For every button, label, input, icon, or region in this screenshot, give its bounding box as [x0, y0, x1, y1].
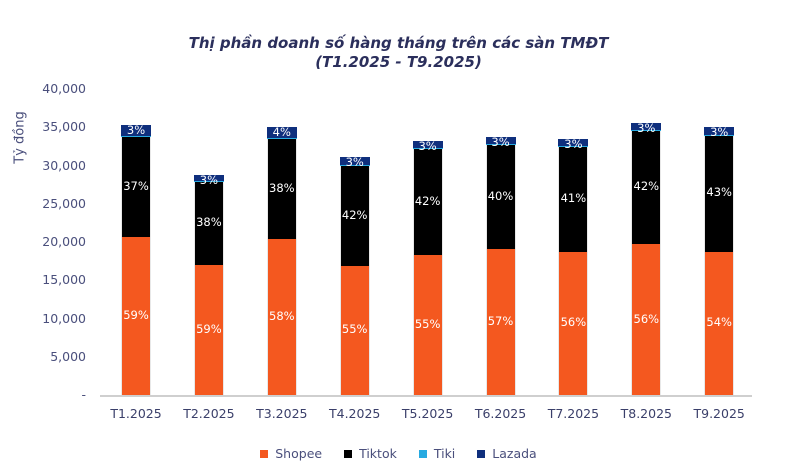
bar-segment-lazada: [704, 127, 735, 135]
bar-data-label: 3%: [418, 139, 437, 154]
bar-segment-lazada: [193, 175, 224, 182]
x-tick-label: T6.2025: [474, 406, 527, 421]
bar-data-label: 41%: [560, 191, 587, 206]
bar-data-label: 38%: [196, 215, 222, 230]
bar-data-label: 3%: [126, 122, 146, 137]
bar-data-label: 3%: [564, 136, 583, 151]
y-tick-label: 5,000: [50, 348, 86, 364]
bar-data-label: 4%: [272, 125, 291, 140]
bar-segment-tiktok: [412, 148, 443, 255]
legend-item-tiki: Tiki: [418, 446, 456, 461]
bar-segment-tiktok: [485, 144, 516, 249]
legend-label: Tiktok: [359, 446, 397, 461]
bar-data-label: 56%: [633, 311, 660, 326]
bar-data-label: 54%: [706, 315, 732, 330]
y-tick-label: 20,000: [42, 234, 86, 249]
bar-segment-lazada: [485, 137, 516, 145]
bar-segment-tiktok: [631, 130, 662, 245]
bar-segment-shopee: [121, 237, 151, 395]
legend-swatch-icon: [418, 449, 427, 458]
x-axis-line: [100, 395, 752, 397]
legend-swatch-icon: [260, 449, 269, 458]
legend-label: Lazada: [492, 446, 537, 461]
bar-segment-shopee: [704, 251, 735, 395]
legend-item-lazada: Lazada: [477, 446, 537, 461]
chart-title-line2: (T1.2025 - T9.2025): [315, 53, 482, 71]
bar-data-label: 3%: [345, 155, 364, 170]
bar-data-label: 55%: [341, 322, 368, 337]
legend-swatch-icon: [477, 449, 486, 458]
y-tick-label: 40,000: [42, 81, 86, 96]
x-tick-label: T4.2025: [329, 406, 381, 421]
x-tick-label: T7.2025: [547, 406, 600, 421]
bar-data-label: 42%: [633, 179, 660, 194]
bar-data-label: 3%: [199, 173, 219, 188]
bar-segment-shopee: [485, 248, 516, 395]
bar-segment-shopee: [412, 255, 443, 395]
bar-segment-shopee: [193, 264, 224, 395]
bar-segment-tiktok: [266, 138, 297, 239]
bar-segment-lazada: [558, 138, 589, 146]
bar-segment-lazada: [631, 122, 662, 130]
bar-data-label: 56%: [560, 315, 587, 330]
y-tick-label: 35,000: [42, 119, 86, 135]
bar-data-label: 37%: [123, 178, 149, 193]
bar-data-label: 40%: [487, 188, 514, 203]
x-tick-label: T8.2025: [620, 406, 672, 421]
bar-data-label: 59%: [123, 308, 149, 322]
chart-title-line1: Thị phần doanh số hàng tháng trên các sà…: [188, 34, 609, 52]
y-tick-label: 10,000: [42, 310, 86, 326]
bar-data-label: 3%: [491, 135, 510, 150]
bar-segment-tiktok: [558, 146, 589, 252]
legend-swatch-icon: [344, 449, 353, 458]
bar-data-label: 55%: [414, 317, 441, 331]
bar-data-label: 57%: [487, 313, 514, 328]
legend-label: Shopee: [275, 446, 323, 461]
bar-data-label: 43%: [706, 185, 732, 200]
y-tick-label: 30,000: [42, 157, 86, 173]
bar-data-label: 38%: [269, 180, 295, 195]
bar-segment-lazada: [266, 127, 297, 138]
bar-segment-tiktok: [339, 165, 370, 266]
bar-segment-lazada: [412, 141, 443, 149]
y-tick-label: -: [81, 387, 86, 402]
bar-segment-shopee: [558, 251, 589, 395]
bar-segment-lazada: [339, 157, 370, 166]
bar-data-label: 42%: [341, 207, 368, 222]
legend-label: Tiki: [433, 446, 456, 461]
bar-segment-shopee: [339, 265, 370, 395]
bar-data-label: 58%: [269, 308, 295, 323]
bar-segment-lazada: [121, 124, 151, 137]
legend-item-shopee: Shopee: [260, 446, 322, 461]
bar-segment-tiktok: [193, 181, 224, 265]
x-tick-label: T3.2025: [256, 406, 308, 421]
bar-segment-shopee: [631, 244, 662, 395]
bar-data-label: 3%: [637, 120, 656, 135]
x-tick-label: T9.2025: [693, 406, 745, 421]
legend-item-tiktok: Tiktok: [344, 446, 397, 461]
x-tick-label: T2.2025: [183, 406, 235, 421]
bar-data-label: 3%: [710, 125, 729, 140]
legend: Shopee Tiktok Tiki Lazada: [0, 446, 797, 461]
y-tick-label: 25,000: [42, 195, 86, 211]
bar-segment-tiki: [266, 137, 297, 139]
x-tick-label: T1.2025: [110, 406, 162, 421]
bar-segment-shopee: [266, 238, 297, 395]
bar-data-label: 59%: [196, 321, 222, 336]
y-tick-label: 15,000: [42, 272, 86, 288]
bar-segment-tiktok: [121, 136, 151, 238]
bar-data-label: 42%: [414, 193, 441, 208]
x-tick-label: T5.2025: [401, 406, 454, 421]
bar-segment-tiktok: [704, 134, 735, 252]
